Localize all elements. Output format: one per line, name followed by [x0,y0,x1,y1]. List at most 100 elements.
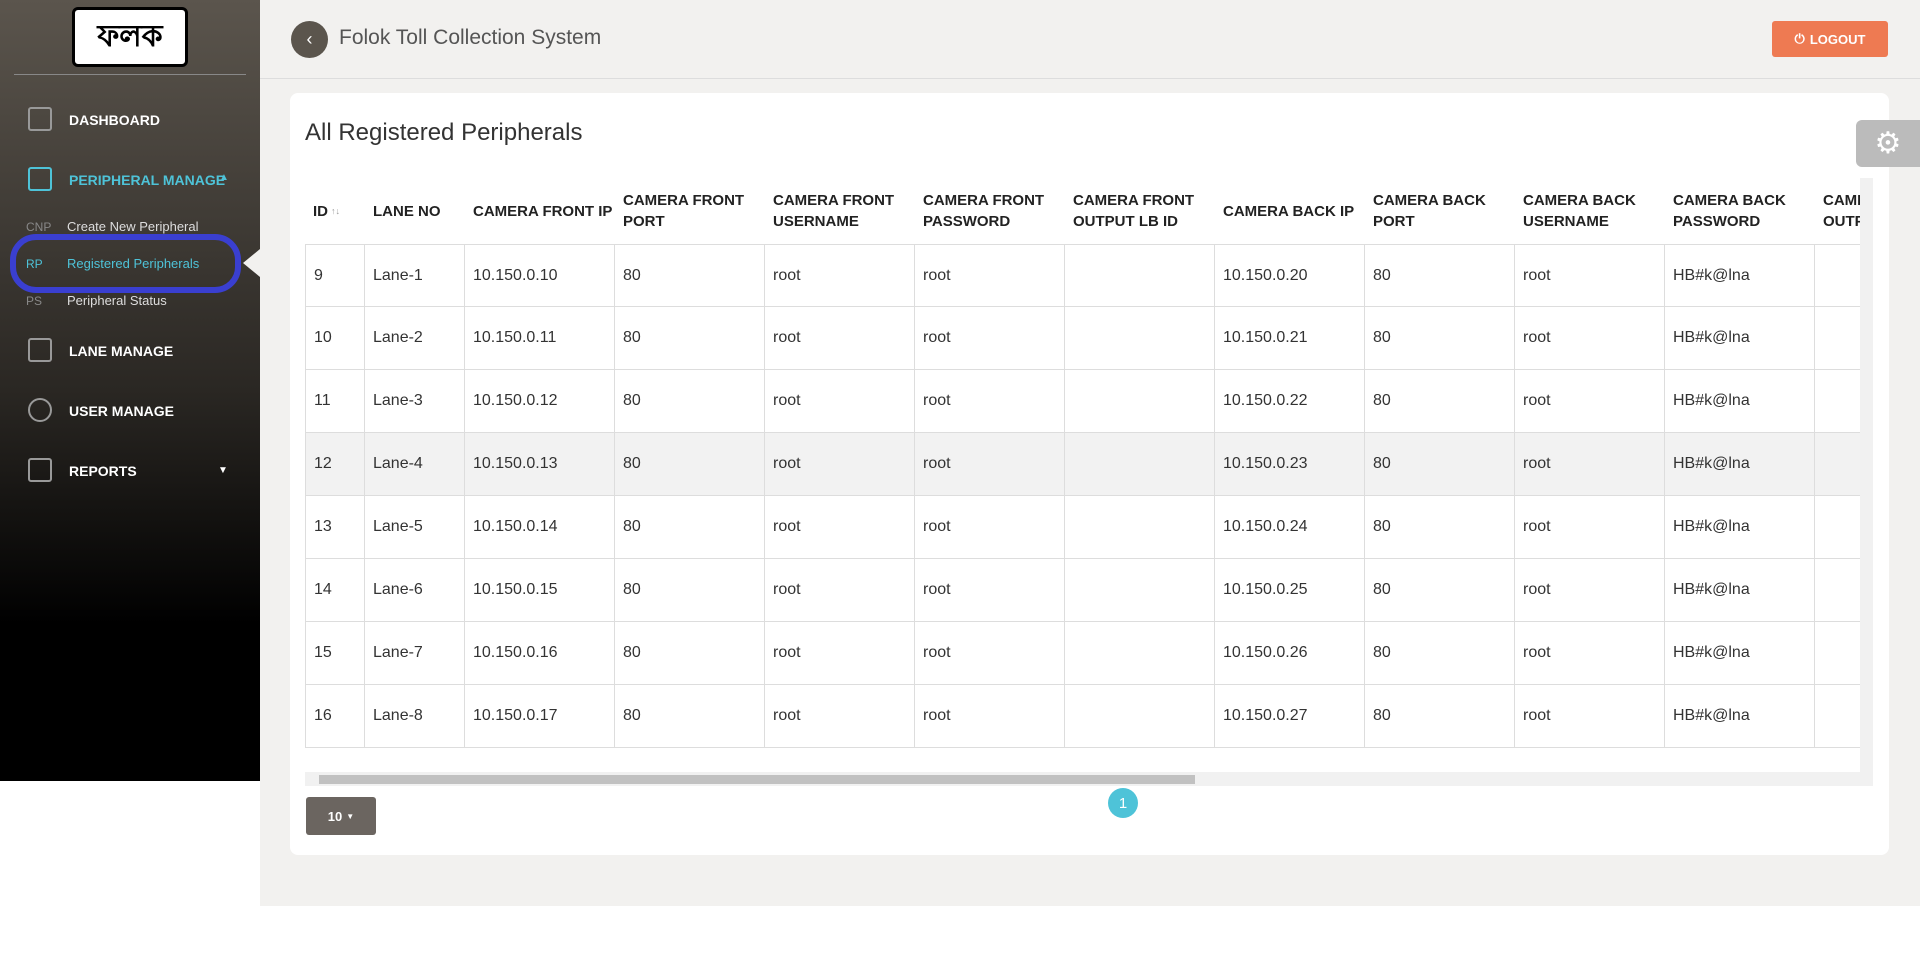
table-cell: root [765,622,915,685]
table-cell: root [915,559,1065,622]
table-cell: root [915,622,1065,685]
nav-item[interactable]: PERIPHERAL MANAGE [69,172,225,188]
table-cell: root [915,307,1065,370]
table-cell: 80 [1365,433,1515,496]
scroll-thumb[interactable] [319,775,1195,784]
column-header: CAMERA BACK PORT [1365,178,1515,244]
table-cell: 12 [305,433,365,496]
table-cell: 80 [1365,244,1515,307]
nav-abbr: PS [26,294,42,308]
nav-abbr: RP [26,257,43,271]
table-cell: root [915,370,1065,433]
sort-icon[interactable]: ↑↓ [331,201,340,222]
table-cell: Lane-6 [365,559,465,622]
table-cell: root [915,433,1065,496]
logout-button[interactable]: ⏻LOGOUT [1772,21,1888,57]
table-cell: root [915,685,1065,748]
table: ID↑↓LANE NOCAMERA FRONT IPCAMERA FRONT P… [305,178,1860,748]
table-cell [1815,433,1860,496]
table-cell: 10.150.0.12 [465,370,615,433]
icon [28,398,52,422]
table-cell: 80 [1365,307,1515,370]
settings-tab[interactable]: ⚙ [1856,120,1920,167]
table-cell [1815,685,1860,748]
table-cell: 10.150.0.10 [465,244,615,307]
table-cell: 10.150.0.27 [1215,685,1365,748]
table-cell: 80 [1365,496,1515,559]
table-cell: HB#k@lna [1665,622,1815,685]
table-cell: Lane-5 [365,496,465,559]
table-cell: HB#k@lna [1665,559,1815,622]
nav-item[interactable]: DASHBOARD [69,112,160,128]
table-cell: 10 [305,307,365,370]
table-cell: root [765,370,915,433]
nav-subitem[interactable]: Registered Peripherals [67,256,199,271]
nav-item[interactable]: USER MANAGE [69,403,174,419]
table-cell: 80 [615,496,765,559]
nav-abbr: CNP [26,220,51,234]
table-cell [1065,622,1215,685]
column-header: CAMERA FRONT USERNAME [765,178,915,244]
table-cell: root [1515,622,1665,685]
header-title: Folok Toll Collection System [339,26,601,50]
table-cell: root [765,559,915,622]
logo[interactable]: ফলক [72,7,188,67]
table-cell: Lane-8 [365,685,465,748]
table-cell: HB#k@lna [1665,307,1815,370]
column-header: CAMERA FRONT OUTPUT LB ID [1065,178,1215,244]
table-cell: Lane-1 [365,244,465,307]
nav-subitem[interactable]: Create New Peripheral [67,219,199,234]
caret: ▲ [219,172,229,183]
column-header: ID↑↓ [305,178,365,244]
back-button[interactable]: ‹ [291,21,328,58]
column-header: CAMERA BACK USERNAME [1515,178,1665,244]
column-header: CAMERA FRONT PASSWORD [915,178,1065,244]
nav-subitem[interactable]: Peripheral Status [67,293,167,308]
card-title: All Registered Peripherals [305,119,582,147]
logout-label: LOGOUT [1810,32,1866,47]
table-cell: Lane-4 [365,433,465,496]
table-cell: Lane-3 [365,370,465,433]
table-cell: 15 [305,622,365,685]
table-cell: root [1515,496,1665,559]
table-cell: root [1515,307,1665,370]
pointer [243,249,260,277]
icon [28,167,52,191]
table-cell: root [1515,370,1665,433]
page-button[interactable]: 1 [1108,788,1138,818]
table-cell: root [915,496,1065,559]
icon [28,107,52,131]
table-cell [1065,496,1215,559]
table-cell: root [1515,244,1665,307]
table-cell: root [1515,433,1665,496]
table-cell: 10.150.0.16 [465,622,615,685]
table-cell: 80 [1365,685,1515,748]
table-cell: 10.150.0.21 [1215,307,1365,370]
sidebar: ফলক DASHBOARD PERIPHERAL MANAGE ▲ CNP Cr… [0,0,260,781]
table-cell: HB#k@lna [1665,496,1815,559]
page-size-button[interactable]: 10▼ [306,797,376,835]
h-scrollbar[interactable] [305,772,1873,786]
page-size: 10 [328,809,342,824]
table-cell: 10.150.0.15 [465,559,615,622]
table-cell: 80 [615,370,765,433]
table-cell: 80 [615,433,765,496]
nav-item[interactable]: REPORTS [69,463,137,479]
nav-item[interactable]: LANE MANAGE [69,343,173,359]
table-cell: 80 [615,685,765,748]
table-cell [1065,307,1215,370]
table-cell: 80 [615,622,765,685]
table-cell: 80 [1365,622,1515,685]
table-cell: 10.150.0.22 [1215,370,1365,433]
table-cell [1815,307,1860,370]
table-cell: root [765,244,915,307]
table-cell: HB#k@lna [1665,685,1815,748]
table-cell: 16 [305,685,365,748]
v-scrollbar[interactable] [1860,178,1873,786]
table-cell: root [765,307,915,370]
table-cell: 10.150.0.24 [1215,496,1365,559]
column-header: CAMERA BACK OUTPUT LB ID [1815,178,1860,244]
table-cell: root [765,685,915,748]
icon [28,338,52,362]
